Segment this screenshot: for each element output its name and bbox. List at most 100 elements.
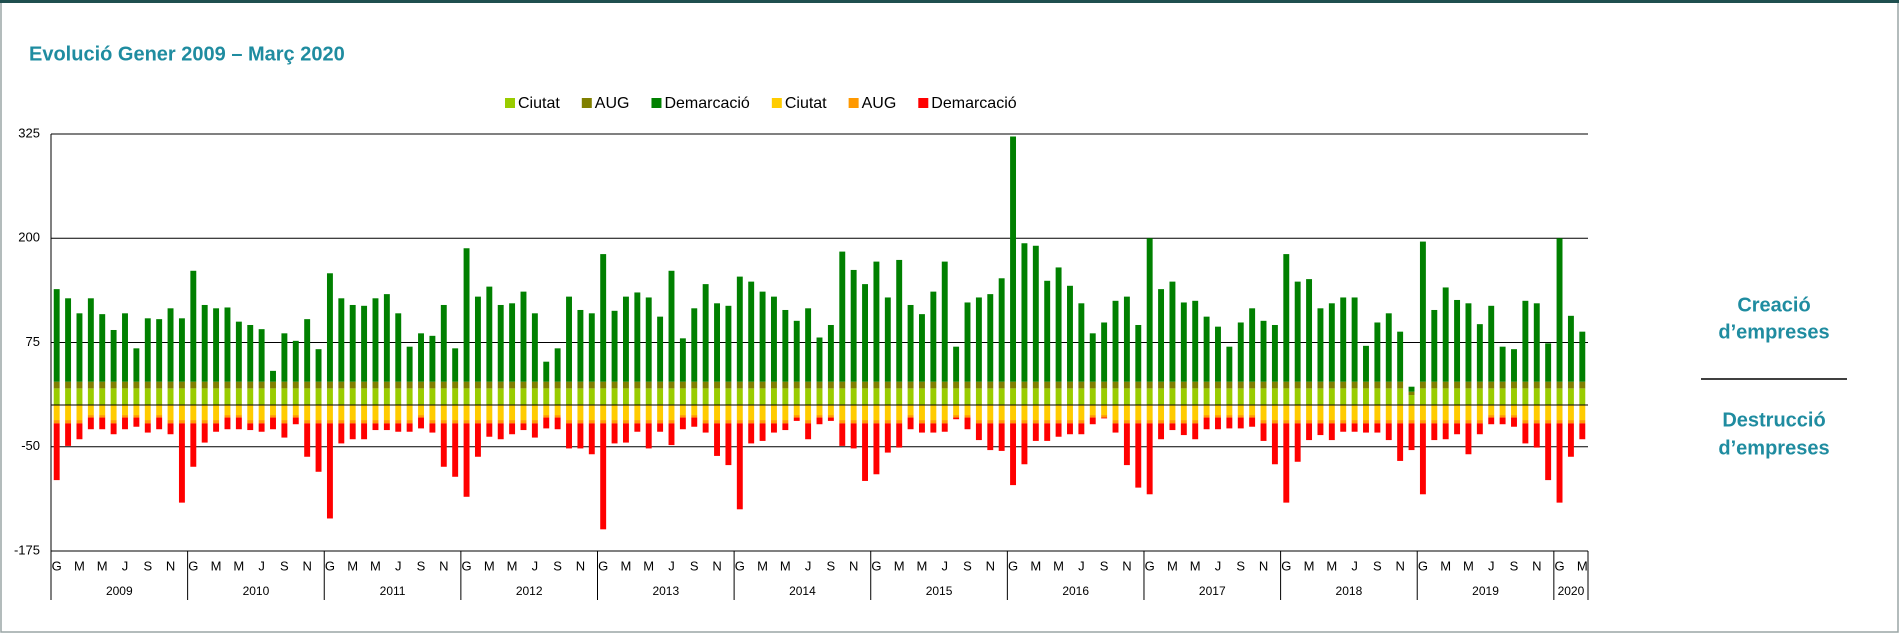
bar-segment (531, 423, 538, 438)
bar-segment (1442, 381, 1449, 389)
bar-segment (167, 381, 174, 389)
bar-segment (1317, 405, 1324, 421)
bar-segment (418, 388, 424, 406)
bar-segment (429, 423, 436, 433)
bar-segment (235, 415, 242, 418)
bar-segment (1465, 381, 1472, 389)
bar-segment (167, 423, 174, 435)
bar-segment (1545, 420, 1552, 424)
x-tick-label: J (941, 558, 948, 573)
x-tick-label: M (1463, 558, 1474, 573)
bar-segment (1021, 405, 1028, 421)
bar-segment (770, 423, 777, 433)
bar-segment (907, 304, 914, 382)
bar-segment (691, 388, 698, 406)
bar-segment (1112, 420, 1119, 424)
bar-segment (190, 420, 197, 424)
x-tick-label: M (507, 558, 518, 573)
bar-segment (349, 405, 356, 421)
bar-segment (1158, 420, 1165, 424)
bar-segment (326, 405, 333, 421)
bar-segment (975, 423, 982, 441)
bar-segment (1363, 423, 1369, 433)
x-tick-label: G (1418, 558, 1428, 573)
x-tick-label: G (1554, 558, 1564, 573)
bar-segment (224, 307, 231, 382)
bar-segment (1522, 381, 1529, 389)
bar-segment (622, 381, 629, 389)
bar-segment (395, 313, 402, 382)
bar-segment (270, 405, 276, 416)
bar-segment (953, 388, 960, 406)
bar-segment (133, 405, 140, 416)
bar-segment (315, 423, 322, 472)
bar-segment (964, 381, 971, 389)
bar-segment (1374, 423, 1381, 433)
bar-segment (566, 420, 572, 424)
bar-segment (281, 420, 288, 424)
bar-segment (862, 405, 869, 421)
bar-segment (1249, 415, 1256, 418)
bar-segment (1374, 420, 1381, 424)
bar-segment (1579, 423, 1586, 440)
x-tick-label: N (302, 558, 311, 573)
bar-segment (930, 291, 937, 382)
bar-segment (1397, 388, 1404, 406)
bar-segment (964, 388, 971, 406)
bar-segment (486, 286, 493, 382)
bar-segment (1021, 243, 1028, 382)
bar-segment (247, 405, 254, 421)
bar-segment (247, 420, 254, 424)
bar-segment (1055, 423, 1062, 437)
bar-segment (1317, 381, 1324, 389)
x-tick-label: S (963, 558, 972, 573)
bar-segment (224, 417, 231, 430)
bar-segment (1522, 405, 1529, 421)
bar-segment (1067, 285, 1073, 382)
bar-segment (964, 405, 971, 416)
bar-segment (53, 381, 60, 389)
bar-segment (566, 388, 572, 406)
bar-segment (1408, 423, 1415, 451)
x-tick-label: N (849, 558, 858, 573)
bar-segment (497, 388, 504, 406)
bar-segment (110, 329, 117, 382)
bar-segment (383, 423, 390, 431)
bar-segment (1180, 423, 1187, 436)
bar-segment (1363, 345, 1369, 382)
bar-segment (714, 423, 720, 456)
bar-segment (748, 420, 755, 424)
bar-segment (987, 405, 994, 421)
bar-segment (1567, 423, 1574, 457)
bar-segment (1010, 420, 1017, 424)
bar-segment (406, 388, 413, 406)
bar-segment (634, 381, 641, 389)
bar-segment (372, 423, 379, 431)
bar-segment (691, 415, 698, 418)
bar-segment (99, 417, 106, 430)
bar-segment (361, 405, 368, 421)
bar-segment (554, 405, 561, 416)
bar-segment (1135, 405, 1142, 421)
bar-segment (53, 388, 60, 406)
bar-segment (1511, 417, 1517, 427)
bar-segment (975, 388, 982, 406)
bar-segment (725, 405, 732, 421)
bar-segment (634, 423, 641, 432)
bar-segment (600, 381, 607, 389)
bar-segment (1431, 405, 1438, 421)
bar-segment (1340, 405, 1347, 421)
x-tick-label: S (553, 558, 562, 573)
x-group-label: 2014 (789, 584, 816, 598)
bar-segment (1032, 388, 1039, 406)
x-group-label: 2019 (1472, 584, 1499, 598)
x-tick-label: M (74, 558, 85, 573)
bar-segment (1078, 388, 1085, 406)
bar-segment (235, 388, 242, 406)
bar-segment (463, 420, 470, 424)
bar-segment (1101, 417, 1108, 419)
bar-segment (1340, 388, 1347, 406)
bar-segment (611, 381, 618, 389)
bar-segment (1249, 388, 1256, 406)
bar-segment (645, 423, 652, 449)
